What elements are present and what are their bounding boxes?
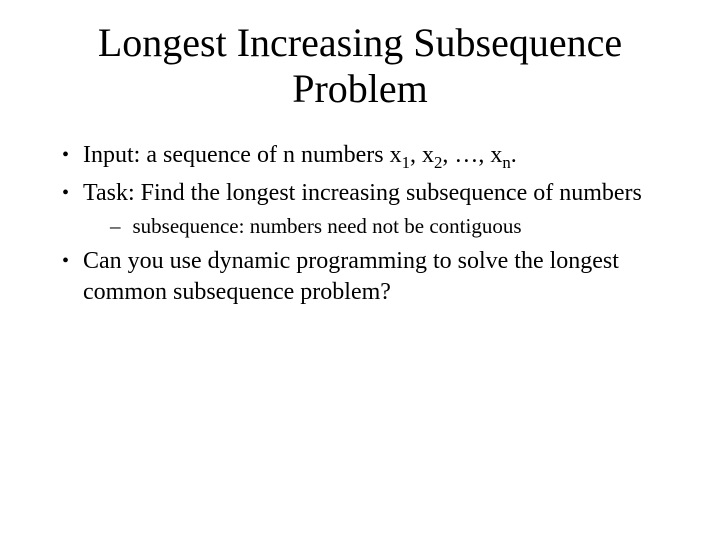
bullet-item: • Input: a sequence of n numbers x1, x2,… xyxy=(62,140,670,174)
sub-bullet-list: – subsequence: numbers need not be conti… xyxy=(62,213,670,240)
bullet-text: Input: a sequence of n numbers x1, x2, …… xyxy=(83,140,670,174)
bullet-marker-icon: • xyxy=(62,246,69,276)
bullet-item: • Can you use dynamic programming to sol… xyxy=(62,246,670,308)
bullet-text: Task: Find the longest increasing subseq… xyxy=(83,178,670,209)
bullet-marker-icon: • xyxy=(62,140,69,170)
bullet-list: • Input: a sequence of n numbers x1, x2,… xyxy=(50,140,670,308)
dash-icon: – xyxy=(110,213,121,240)
sub-bullet-text: subsequence: numbers need not be contigu… xyxy=(133,213,671,240)
bullet-text: Can you use dynamic programming to solve… xyxy=(83,246,670,308)
bullet-marker-icon: • xyxy=(62,178,69,208)
bullet-item: • Task: Find the longest increasing subs… xyxy=(62,178,670,209)
sub-bullet-item: – subsequence: numbers need not be conti… xyxy=(110,213,670,240)
slide-title: Longest Increasing Subsequence Problem xyxy=(50,20,670,112)
